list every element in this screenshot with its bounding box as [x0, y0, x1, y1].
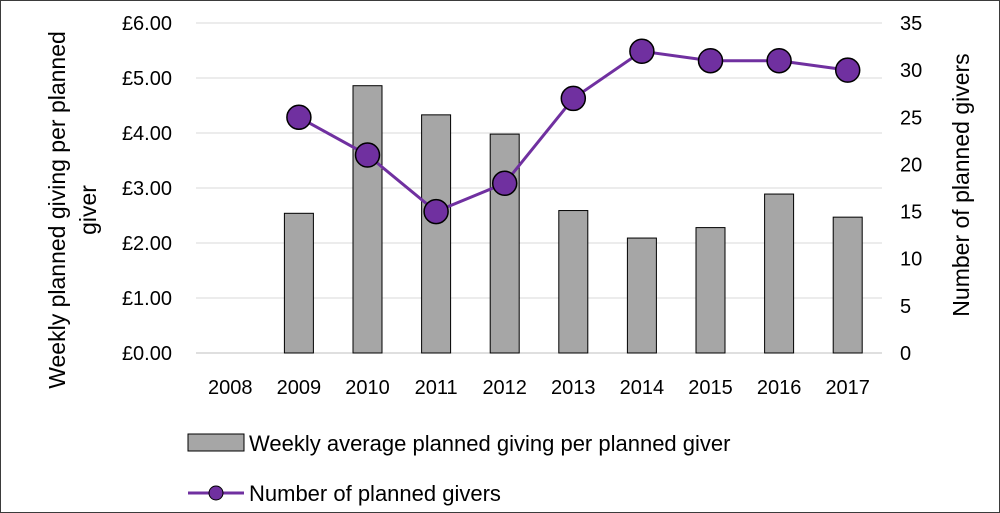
- bar: [558, 210, 589, 354]
- line-series: [286, 38, 861, 225]
- bar: [489, 133, 520, 354]
- left-tick-label: £1.00: [122, 288, 172, 310]
- right-tick-label: 35: [900, 13, 922, 35]
- legend-line-label: Number of planned givers: [249, 481, 501, 506]
- bar: [352, 85, 383, 354]
- bar: [695, 227, 726, 354]
- right-tick-label: 5: [900, 296, 911, 318]
- bar: [421, 114, 452, 354]
- line-point: [697, 47, 724, 74]
- line-point: [491, 170, 518, 197]
- bar: [283, 212, 314, 354]
- legend: Weekly average planned giving per planne…: [187, 431, 730, 506]
- x-tick-label: 2009: [277, 377, 322, 399]
- left-axis-title-line1: Weekly planned giving per planned: [44, 31, 70, 389]
- line-point: [629, 38, 655, 65]
- bar: [764, 193, 795, 354]
- x-tick-label: 2017: [825, 377, 870, 399]
- bar: [832, 216, 863, 354]
- right-tick-label: 30: [900, 60, 922, 82]
- left-tick-label: £2.00: [122, 233, 172, 255]
- legend-bar-label: Weekly average planned giving per planne…: [249, 431, 730, 456]
- x-axis-ticks: 2008 2009 2010 2011 2012 2013 2014 2015 2016 2017: [208, 377, 870, 399]
- left-axis-title-line2: giver: [75, 185, 101, 235]
- right-axis-ticks: 0 5 10 15 20 25 30 35: [900, 13, 922, 365]
- line-point: [766, 47, 792, 74]
- x-tick-label: 2010: [345, 377, 390, 399]
- x-tick-label: 2015: [688, 377, 733, 399]
- right-tick-label: 25: [900, 107, 922, 129]
- line-point: [423, 198, 449, 225]
- x-tick-label: 2014: [620, 377, 665, 399]
- left-tick-label: £6.00: [122, 13, 172, 35]
- line-point: [834, 57, 861, 83]
- right-axis-title: Number of planned givers: [948, 53, 974, 316]
- bar: [626, 237, 657, 354]
- line-point: [560, 85, 587, 112]
- left-tick-label: £0.00: [122, 343, 172, 365]
- x-tick-label: 2008: [208, 377, 253, 399]
- left-tick-label: £5.00: [122, 68, 172, 90]
- left-tick-label: £4.00: [122, 123, 172, 145]
- x-tick-label: 2011: [415, 377, 458, 399]
- line-point: [286, 104, 312, 131]
- right-tick-label: 15: [900, 202, 922, 224]
- x-tick-label: 2013: [551, 377, 596, 399]
- right-tick-label: 10: [900, 249, 922, 271]
- legend-line-marker: [208, 485, 224, 501]
- x-tick-label: 2012: [482, 377, 527, 399]
- legend-bar-swatch: [187, 433, 245, 452]
- left-axis-ticks: £0.00 £1.00 £2.00 £3.00 £4.00 £5.00 £6.00: [122, 13, 172, 365]
- right-tick-label: 20: [900, 154, 922, 176]
- left-tick-label: £3.00: [122, 178, 172, 200]
- line-point: [354, 142, 381, 168]
- x-tick-label: 2016: [757, 377, 802, 399]
- right-tick-label: 0: [900, 343, 911, 365]
- bar-series: [283, 85, 863, 354]
